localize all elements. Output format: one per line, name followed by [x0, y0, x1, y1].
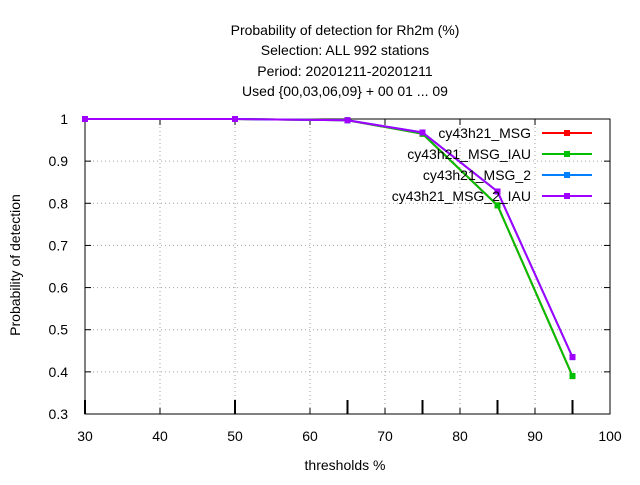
- data-point: [494, 202, 501, 209]
- chart-title: Probability of detection for Rh2m (%) Se…: [231, 22, 460, 99]
- data-point: [82, 116, 88, 122]
- legend-marker: [564, 172, 570, 178]
- y-tick-label: 0.8: [49, 195, 69, 211]
- x-tick-label: 80: [452, 428, 468, 444]
- y-tick-label: 0.5: [49, 322, 69, 338]
- legend-marker: [564, 151, 570, 157]
- x-tick-labels: 30 40 50 60 70 80 90 100: [77, 428, 622, 444]
- x-tick-label: 60: [302, 428, 318, 444]
- data-point: [569, 373, 576, 380]
- axis-ticks: [84, 118, 611, 415]
- data-point: [494, 188, 501, 195]
- title-line-4: Used {00,03,06,09} + 00 01 ... 09: [242, 83, 448, 99]
- title-line-2: Selection: ALL 992 stations: [261, 42, 429, 58]
- legend-label: cy43h21_MSG: [438, 125, 531, 141]
- data-point: [344, 117, 351, 124]
- legend-label: cy43h21_MSG_2_IAU: [392, 188, 531, 204]
- y-tick-label: 0.6: [49, 280, 69, 296]
- y-tick-label: 0.7: [49, 237, 69, 253]
- legend: cy43h21_MSG cy43h21_MSG_IAU cy43h21_MSG_2c…: [392, 125, 592, 204]
- data-point: [232, 116, 238, 122]
- legend-label: cy43h21_MSG_2: [423, 167, 531, 183]
- x-tick-label: 100: [598, 428, 622, 444]
- x-tick-label: 30: [77, 428, 93, 444]
- series-line: [85, 118, 574, 358]
- y-tick-label: 0.3: [49, 406, 69, 422]
- x-tick-label: 70: [377, 428, 393, 444]
- legend-marker: [564, 193, 570, 199]
- legend-label: cy43h21_MSG_IAU: [407, 146, 531, 162]
- series-cy43h21_MSG_2_IAU: [82, 116, 576, 361]
- y-tick-label: 1: [60, 111, 68, 127]
- y-tick-labels: 0.3 0.4 0.5 0.6 0.7 0.8 0.9 1: [49, 111, 69, 422]
- y-tick-label: 0.4: [49, 364, 69, 380]
- y-tick-label: 0.9: [49, 153, 69, 169]
- y-axis-label: Probability of detection: [7, 194, 23, 336]
- x-tick-label: 50: [227, 428, 243, 444]
- x-tick-label: 40: [152, 428, 168, 444]
- title-line-1: Probability of detection for Rh2m (%): [231, 22, 460, 38]
- x-tick-label: 90: [527, 428, 543, 444]
- x-axis-label: thresholds %: [305, 457, 386, 473]
- title-line-3: Period: 20201211-20201211: [257, 63, 433, 79]
- legend-marker: [564, 130, 570, 136]
- data-point: [419, 129, 426, 136]
- series-lines: [82, 116, 576, 380]
- data-point: [569, 354, 576, 361]
